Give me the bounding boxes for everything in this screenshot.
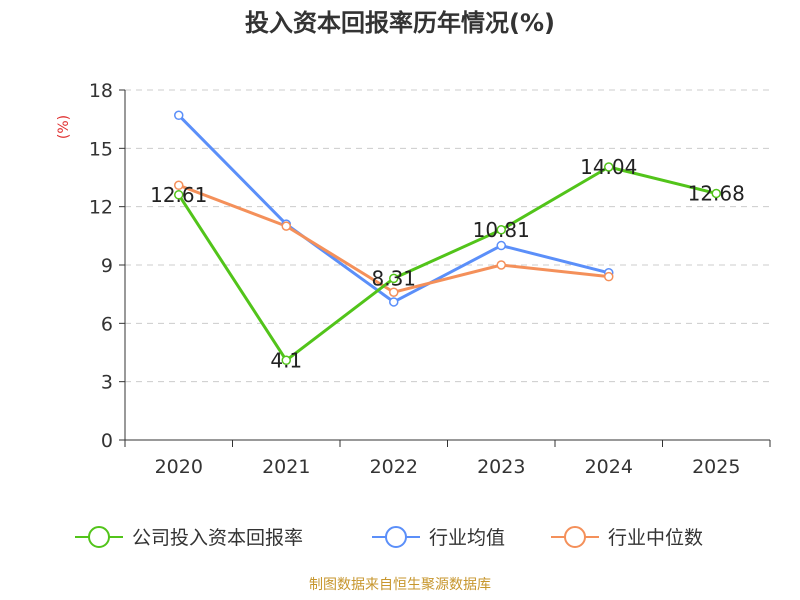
x-tick-label: 2021 bbox=[262, 456, 310, 478]
x-tick-label: 2022 bbox=[370, 456, 418, 478]
legend-marker bbox=[88, 526, 110, 548]
legend-label: 公司投入资本回报率 bbox=[132, 527, 303, 549]
data-point bbox=[711, 188, 721, 199]
data-point bbox=[389, 297, 399, 307]
legend-label: 行业均值 bbox=[429, 527, 505, 549]
data-label: 14.04 bbox=[580, 155, 637, 179]
y-tick-label: 12 bbox=[89, 197, 113, 219]
y-tick-label: 18 bbox=[89, 80, 113, 102]
data-label: 8.31 bbox=[371, 266, 416, 290]
data-point bbox=[174, 190, 184, 200]
data-point bbox=[496, 225, 506, 235]
source-note: 制图数据来自恒生聚源数据库 bbox=[309, 577, 491, 593]
data-label: 12.61 bbox=[150, 183, 207, 207]
data-point bbox=[389, 273, 399, 284]
legend-label: 行业中位数 bbox=[608, 527, 703, 549]
y-tick-label: 15 bbox=[89, 138, 113, 160]
series-points bbox=[174, 110, 721, 366]
x-tick-labels: 2020 2021 2022 2023 2024 2025 bbox=[155, 456, 741, 478]
legend-item[interactable]: 公司投入资本回报率 bbox=[75, 526, 303, 549]
legend-item[interactable]: 行业中位数 bbox=[551, 526, 703, 549]
grid-lines bbox=[125, 89, 770, 383]
data-point bbox=[604, 162, 614, 172]
y-tick-label: 9 bbox=[101, 255, 113, 277]
legend-marker bbox=[385, 526, 407, 548]
data-label: 12.68 bbox=[688, 181, 745, 205]
y-tick-label: 0 bbox=[101, 430, 113, 452]
y-tick-label: 6 bbox=[101, 313, 113, 335]
data-label: 4.1 bbox=[270, 348, 302, 372]
data-labels: 12.61 4.1 8.31 10.81 14.04 12.68 bbox=[150, 155, 745, 372]
chart-title: 投入资本回报率历年情况(%) bbox=[245, 9, 555, 37]
y-axis-label: (%) bbox=[56, 115, 72, 139]
axes bbox=[119, 89, 771, 447]
x-tick-label: 2020 bbox=[155, 456, 203, 478]
x-tick-label: 2023 bbox=[477, 456, 525, 478]
data-point bbox=[496, 260, 506, 270]
legend-item[interactable]: 行业均值 bbox=[372, 526, 505, 549]
legend-marker bbox=[564, 526, 586, 548]
data-point bbox=[174, 110, 184, 121]
x-tick-label: 2024 bbox=[585, 456, 633, 478]
x-tick-label: 2025 bbox=[692, 456, 740, 478]
series-line bbox=[177, 165, 717, 362]
data-label: 10.81 bbox=[473, 218, 530, 242]
data-point bbox=[389, 287, 399, 297]
data-point bbox=[281, 355, 291, 366]
data-point bbox=[281, 221, 291, 231]
y-tick-label: 3 bbox=[101, 372, 113, 394]
data-point bbox=[604, 271, 614, 282]
legend: 公司投入资本回报率 行业均值 行业中位数 bbox=[75, 526, 703, 549]
data-point bbox=[174, 180, 184, 191]
data-point bbox=[496, 240, 506, 251]
y-tick-labels: 0 3 6 9 12 15 18 bbox=[89, 80, 113, 452]
